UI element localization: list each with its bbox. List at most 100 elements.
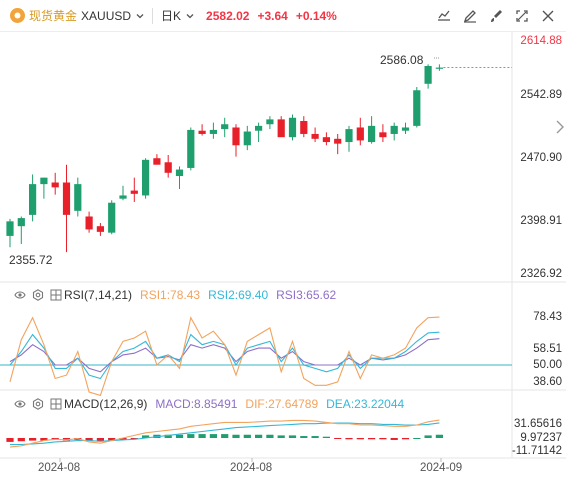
macd-title: MACD(12,26,9) — [64, 397, 148, 411]
candle-up — [221, 124, 229, 130]
candle-down — [164, 162, 172, 173]
macd-bar-down — [401, 438, 410, 440]
candle-up — [288, 117, 297, 138]
macd-bar-down — [74, 438, 82, 440]
rsi3-value: RSI3:65.62 — [276, 288, 337, 302]
candle-down — [85, 216, 93, 230]
macd-bar-down — [17, 438, 25, 442]
rsi-axis-label: 38.60 — [533, 376, 562, 388]
macd-bar-down — [40, 438, 48, 441]
macd-bar-down — [29, 438, 37, 441]
candle-down — [198, 130, 206, 134]
macd-bar-down — [379, 438, 387, 440]
gold-coin-icon — [10, 8, 25, 23]
macd-bar-down — [390, 438, 398, 440]
macd-bar-up — [243, 434, 251, 438]
macd-bar-up — [232, 434, 240, 438]
divider — [152, 7, 154, 24]
macd-bar-up — [277, 435, 285, 438]
instrument-symbol[interactable]: XAUUSD — [81, 8, 132, 23]
chevron-down-icon[interactable] — [186, 12, 194, 20]
price-axis-label: 2614.88 — [520, 35, 562, 47]
indicator-settings-icon[interactable] — [434, 6, 454, 26]
candle-up — [255, 125, 263, 131]
candle-up — [424, 65, 432, 84]
low-price-label: 2355.72 — [9, 253, 53, 267]
draw-pencil-icon[interactable] — [460, 6, 480, 26]
price-axis-label: 2470.90 — [520, 152, 562, 164]
candle-up — [108, 202, 116, 233]
candle-up — [187, 129, 195, 168]
macd-bar-up — [413, 438, 421, 439]
macd-bar-down — [356, 438, 364, 440]
price-axis-label: 2542.89 — [520, 89, 562, 101]
macd-bar-down — [96, 438, 104, 442]
candle-up — [413, 90, 421, 126]
candle-up — [435, 67, 443, 69]
settings-gear-icon[interactable] — [32, 398, 44, 410]
candle-up — [368, 125, 376, 143]
price-axis-label: 2326.92 — [520, 268, 562, 280]
fullscreen-icon[interactable] — [512, 6, 532, 26]
macd-bar-up — [142, 435, 150, 438]
macd-bar-up — [311, 436, 319, 438]
chevron-down-icon[interactable] — [136, 12, 144, 20]
dif-line — [9, 419, 440, 448]
rsi-axis-label: 50.00 — [533, 359, 562, 371]
macd-bar-down — [368, 438, 376, 440]
price-change: +3.64 — [257, 8, 288, 23]
candle-down — [300, 121, 308, 134]
indicator-grid-icon[interactable] — [50, 289, 62, 301]
macd-bar-up — [198, 434, 206, 438]
macd-bar-down — [62, 438, 71, 441]
brush-icon[interactable] — [486, 6, 506, 26]
rsi-legend: RSI(7,14,21) RSI1:78.43 RSI2:69.40 RSI3:… — [14, 288, 344, 302]
rsi-axis-label: 78.43 — [533, 311, 562, 323]
candle-down — [379, 132, 387, 138]
macd-bar-up — [175, 434, 184, 438]
dea-value: DEA:23.22044 — [326, 397, 405, 411]
last-price: 2582.02 — [206, 8, 250, 23]
close-icon[interactable] — [538, 6, 558, 26]
macd-bar-up — [424, 435, 432, 438]
rsi3-line — [9, 338, 440, 373]
macd-axis-label: 31.65616 — [514, 418, 562, 430]
price-axis-label: 2398.91 — [520, 215, 562, 227]
candle-down — [322, 137, 330, 143]
instrument-name[interactable]: 现货黄金 — [29, 9, 78, 23]
candle-up — [6, 221, 14, 236]
macd-bar-up — [288, 435, 297, 438]
candle-down — [130, 190, 138, 194]
macd-bar-up — [266, 434, 274, 438]
eye-icon[interactable] — [14, 398, 26, 410]
macd-axis-label: -11.71142 — [511, 445, 562, 457]
macd-bar-down — [51, 438, 59, 440]
time-axis-label: 2024-09 — [420, 462, 463, 474]
timeframe-selector[interactable]: 日K — [161, 9, 182, 23]
candle-up — [209, 129, 217, 134]
candle-down — [62, 182, 71, 215]
macd-bar-up — [255, 434, 263, 438]
macd-bar-up — [164, 434, 172, 438]
dif-value: DIF:27.64789 — [245, 397, 319, 411]
candle-down — [232, 127, 240, 146]
candle-down — [334, 138, 342, 144]
candle-up — [401, 127, 410, 131]
high-price-label: 2586.08 — [380, 53, 424, 67]
candle-up — [266, 119, 274, 125]
scroll-right-arrow-icon[interactable] — [556, 120, 564, 137]
candle-down — [96, 226, 104, 232]
macd-bar-down — [6, 438, 14, 442]
candle-down — [277, 119, 285, 138]
indicator-grid-icon[interactable] — [50, 398, 62, 410]
macd-bar-up — [209, 434, 217, 438]
top-toolbar: 现货黄金 XAUUSD 日K 2582.02 +3.64 +0.14% — [0, 0, 566, 32]
macd-bar-down — [85, 438, 93, 441]
price-change-percent: +0.14% — [295, 8, 337, 23]
macd-bar-up — [435, 434, 443, 438]
eye-icon[interactable] — [14, 289, 26, 301]
time-axis-label: 2024-08 — [230, 462, 273, 474]
candle-up — [345, 129, 353, 143]
settings-gear-icon[interactable] — [32, 289, 44, 301]
macd-axis-label: 9.97237 — [520, 432, 562, 444]
